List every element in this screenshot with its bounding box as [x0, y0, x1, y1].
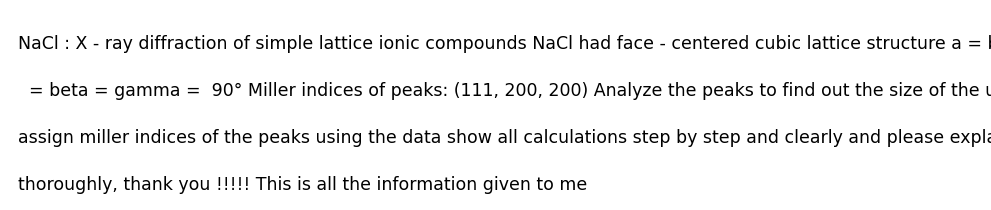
Text: = beta = gamma =  90° Miller indices of peaks: (111, 200, 200) Analyze the peaks: = beta = gamma = 90° Miller indices of p… [18, 82, 991, 100]
Text: NaCl : X - ray diffraction of simple lattice ionic compounds NaCl had face - cen: NaCl : X - ray diffraction of simple lat… [18, 35, 991, 53]
Text: thoroughly, thank you !!!!! This is all the information given to me: thoroughly, thank you !!!!! This is all … [18, 176, 588, 194]
Text: assign miller indices of the peaks using the data show all calculations step by : assign miller indices of the peaks using… [18, 129, 991, 147]
